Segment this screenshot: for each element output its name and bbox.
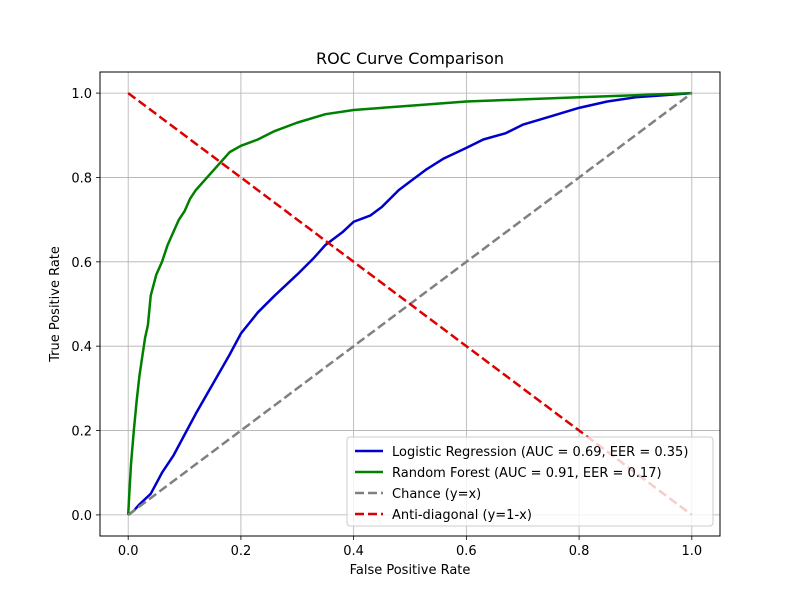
legend-label: Random Forest (AUC = 0.91, EER = 0.17) xyxy=(392,466,662,481)
legend-box xyxy=(346,436,714,527)
x-tick-label: 1.0 xyxy=(681,544,702,559)
legend-label: Logistic Regression (AUC = 0.69, EER = 0… xyxy=(392,445,688,460)
x-tick-label: 0.6 xyxy=(456,544,477,559)
y-tick-label: 0.4 xyxy=(71,340,92,355)
axes-frame xyxy=(99,71,721,537)
x-axis-label: False Positive Rate xyxy=(350,563,471,578)
logistic-regression-line xyxy=(127,91,692,516)
y-tick-label: 0.2 xyxy=(71,425,92,440)
y-tick-label: 0.6 xyxy=(71,256,92,271)
legend: Logistic Regression (AUC = 0.69, EER = 0… xyxy=(346,436,714,527)
x-tick-label: 0.0 xyxy=(118,544,139,559)
legend-label: Chance (y=x) xyxy=(392,487,481,502)
legend-label: Anti-diagonal (y=1-x) xyxy=(392,508,532,523)
y-tick-label: 0.8 xyxy=(71,171,92,186)
random-forest-line xyxy=(126,91,692,515)
y-tick-label: 0.0 xyxy=(71,509,92,524)
x-tick-label: 0.2 xyxy=(231,544,252,559)
y-axis-label: True Positive Rate xyxy=(48,246,63,363)
grid xyxy=(100,72,720,536)
y-tick-label: 1.0 xyxy=(71,87,92,102)
x-tick-label: 0.4 xyxy=(343,544,364,559)
chart-title: ROC Curve Comparison xyxy=(316,49,504,68)
ticks: 0.0 0.2 0.4 0.6 0.8 1.0 0.0 0.2 0.4 0.6 0.8 1.0 xyxy=(71,87,702,559)
x-tick-label: 0.8 xyxy=(569,544,590,559)
